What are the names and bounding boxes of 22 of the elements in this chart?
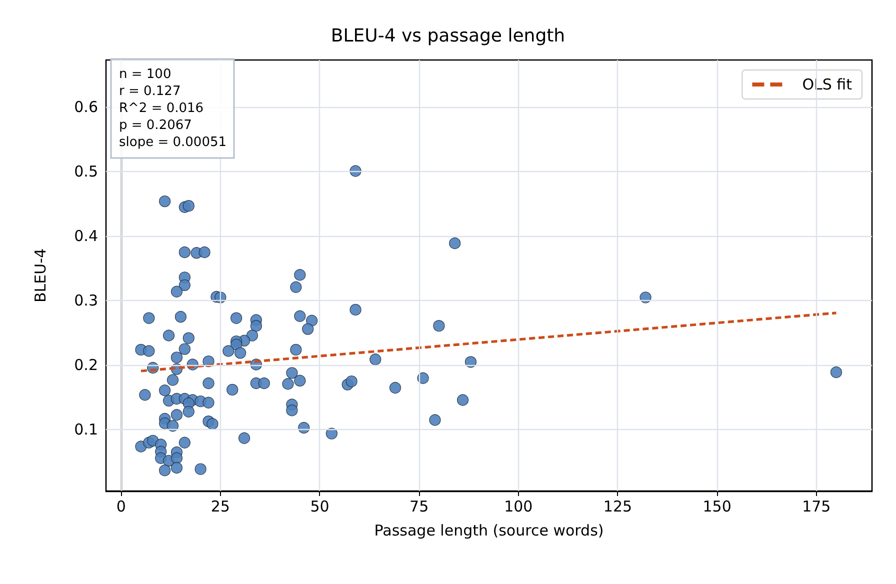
x-tick-label: 50	[310, 498, 330, 516]
y-axis-title: BLEU-4	[32, 248, 50, 303]
x-tick-label: 25	[210, 498, 230, 516]
y-tick-label: 0.3	[74, 292, 98, 310]
x-tick-label: 125	[603, 498, 632, 516]
y-tick-label: 0.1	[74, 420, 98, 439]
x-tick-label: 0	[116, 498, 126, 516]
y-tick-label: 0.6	[74, 98, 98, 116]
y-tick-label: 0.4	[74, 227, 98, 246]
chart-title: BLEU-4 vs passage length	[330, 26, 566, 46]
y-tick-label: 0.5	[74, 162, 98, 181]
annotation: n = 100	[119, 67, 172, 82]
x-axis-title: Passage length (source words)	[374, 522, 604, 540]
x-tick-label: 150	[702, 498, 732, 516]
y-tick-label: 0.2	[74, 356, 98, 374]
x-tick-label: 100	[504, 498, 533, 516]
annotation: r = 0.127	[119, 84, 181, 99]
annotation: slope = 0.00051	[119, 135, 227, 150]
annotation: p = 0.2067	[119, 118, 192, 133]
annotation: R^2 = 0.016	[119, 101, 204, 116]
x-tick-label: 175	[802, 498, 831, 516]
x-tick-label: 75	[410, 498, 429, 516]
